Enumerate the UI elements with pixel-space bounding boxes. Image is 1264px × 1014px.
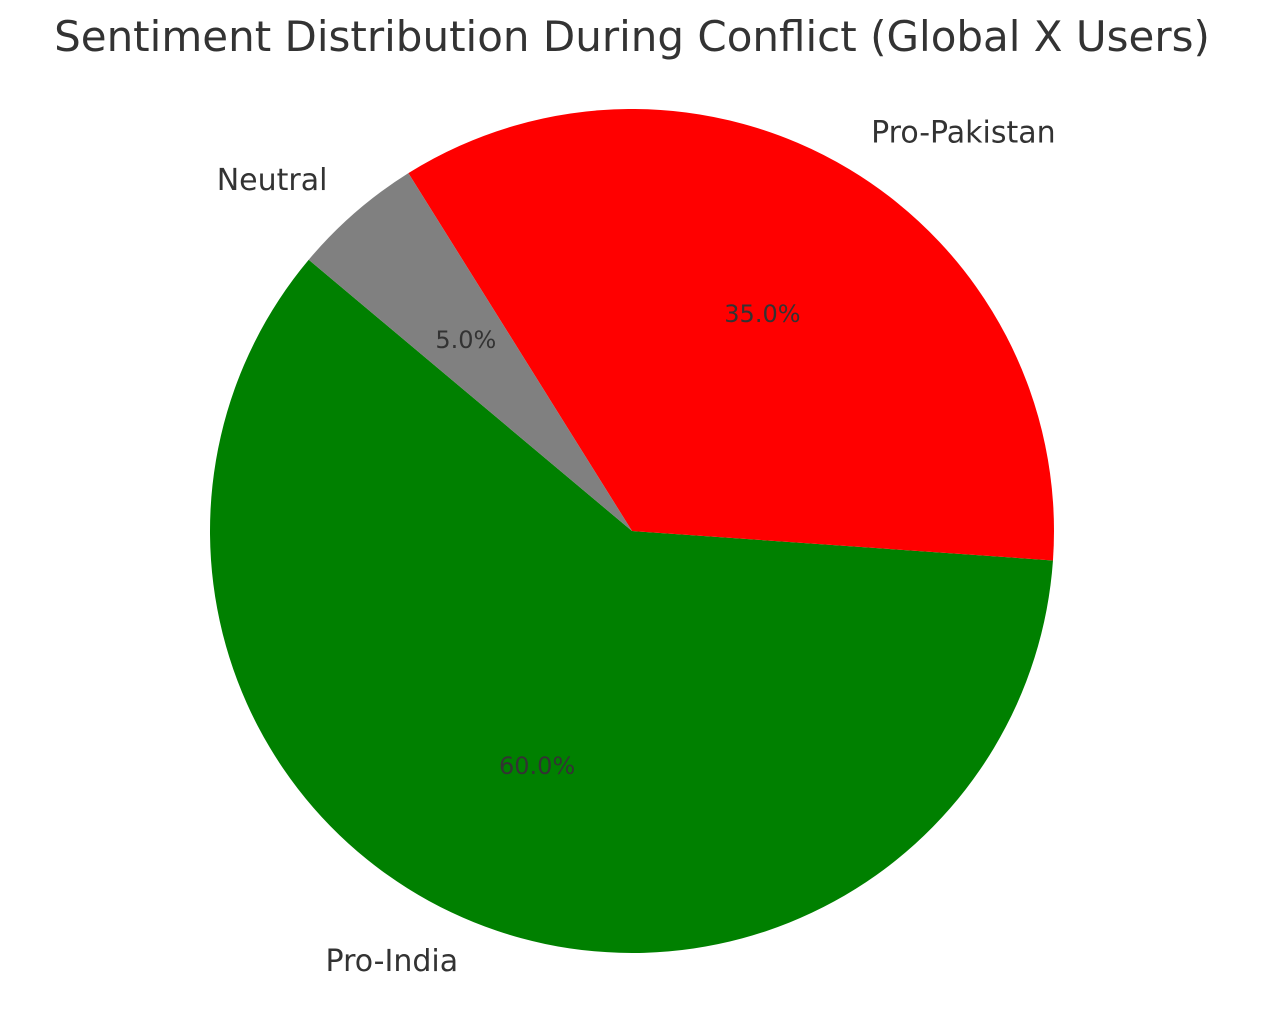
category-label-pro-pakistan: Pro-Pakistan (871, 116, 1056, 151)
category-label-pro-india: Pro-India (326, 944, 459, 979)
pie-slice-pro-pakistan (408, 108, 1054, 561)
pie-slice-pro-india (209, 259, 1053, 953)
percent-label-neutral: 5.0% (435, 326, 496, 354)
category-label-neutral: Neutral (217, 163, 328, 198)
chart-title: Sentiment Distribution During Conflict (… (54, 12, 1210, 61)
pie-slice-neutral (308, 173, 632, 531)
percent-label-pro-pakistan: 35.0% (724, 300, 800, 328)
percent-label-pro-india: 60.0% (499, 752, 575, 780)
